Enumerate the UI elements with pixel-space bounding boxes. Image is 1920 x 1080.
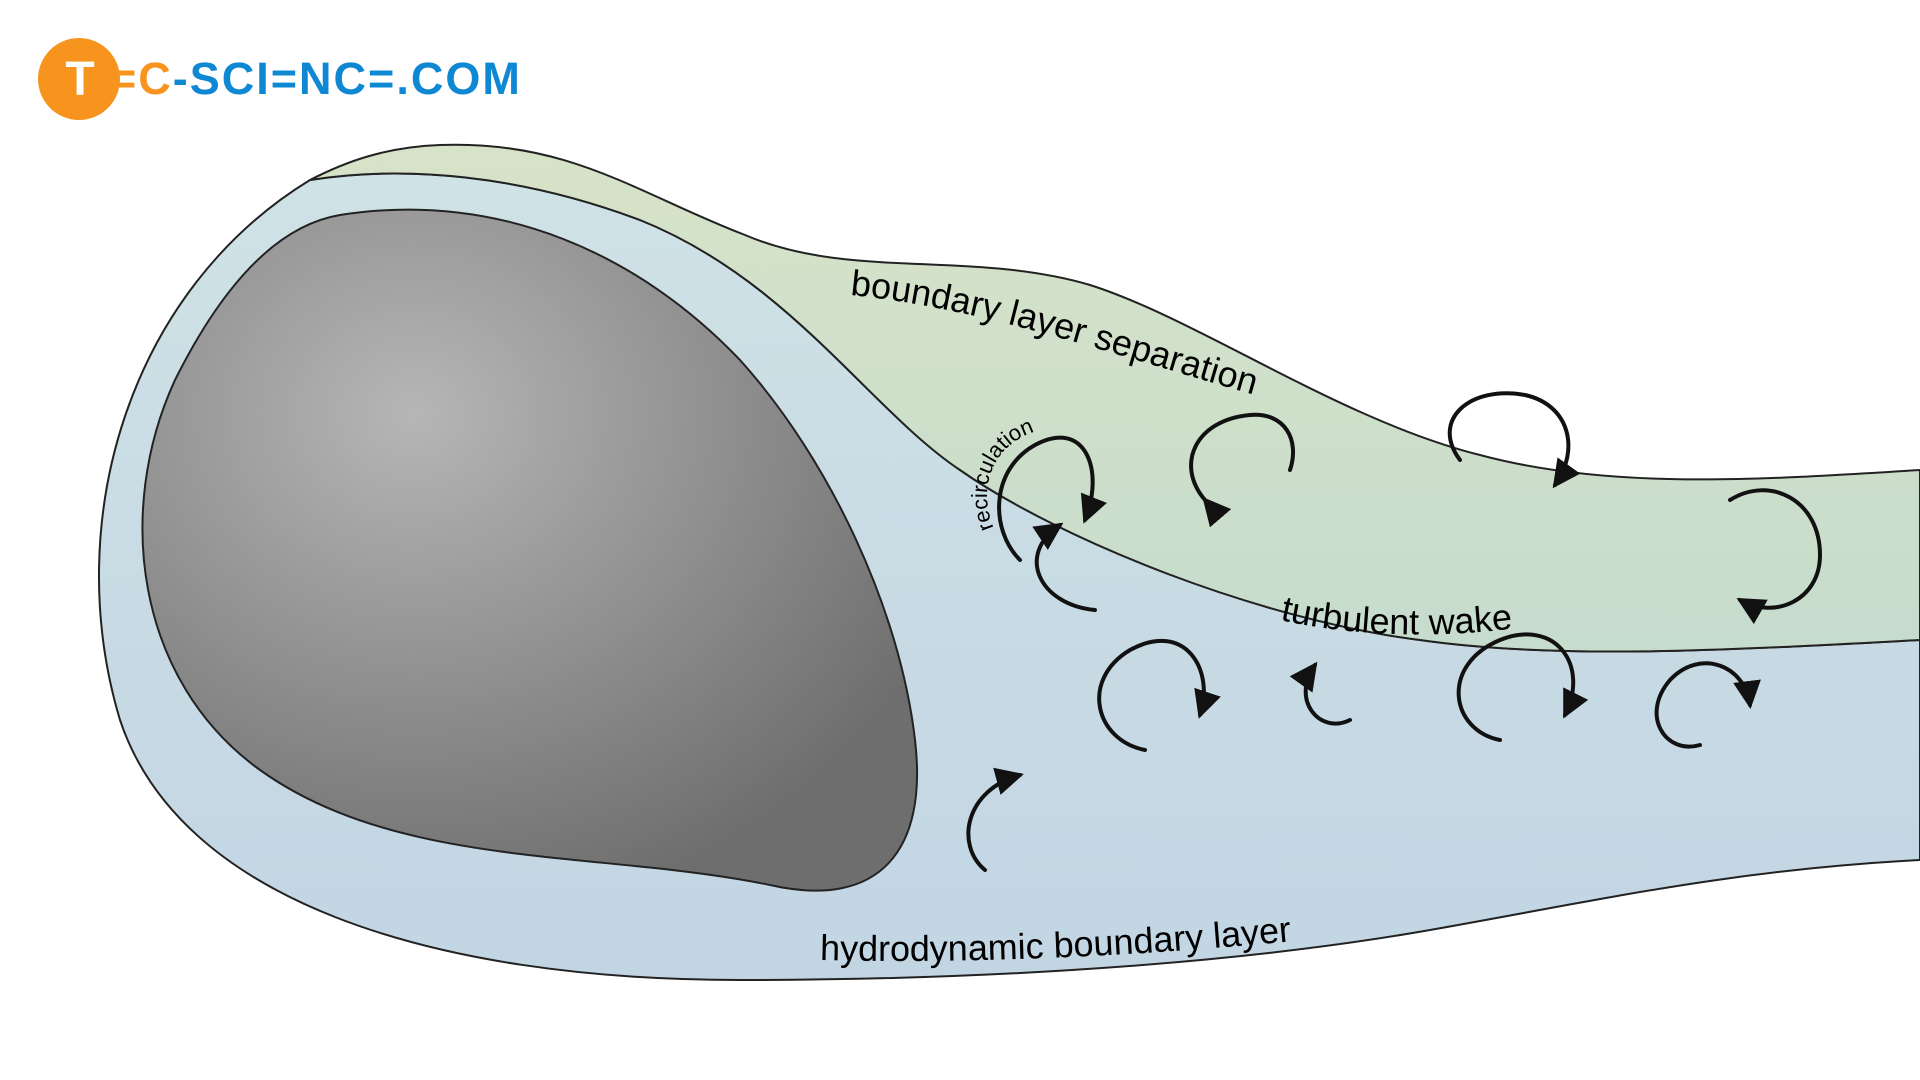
diagram-canvas: T =C-SCI=NC=.COM — [0, 0, 1920, 1080]
logo-tail-science-part: -SCI=NC=.COM — [173, 53, 522, 104]
logo-tail-c-part: =C — [110, 53, 173, 104]
flow-diagram-svg: boundary layer separation turbulent wake… — [0, 0, 1920, 1080]
logo-tail-text: =C-SCI=NC=.COM — [110, 53, 522, 105]
